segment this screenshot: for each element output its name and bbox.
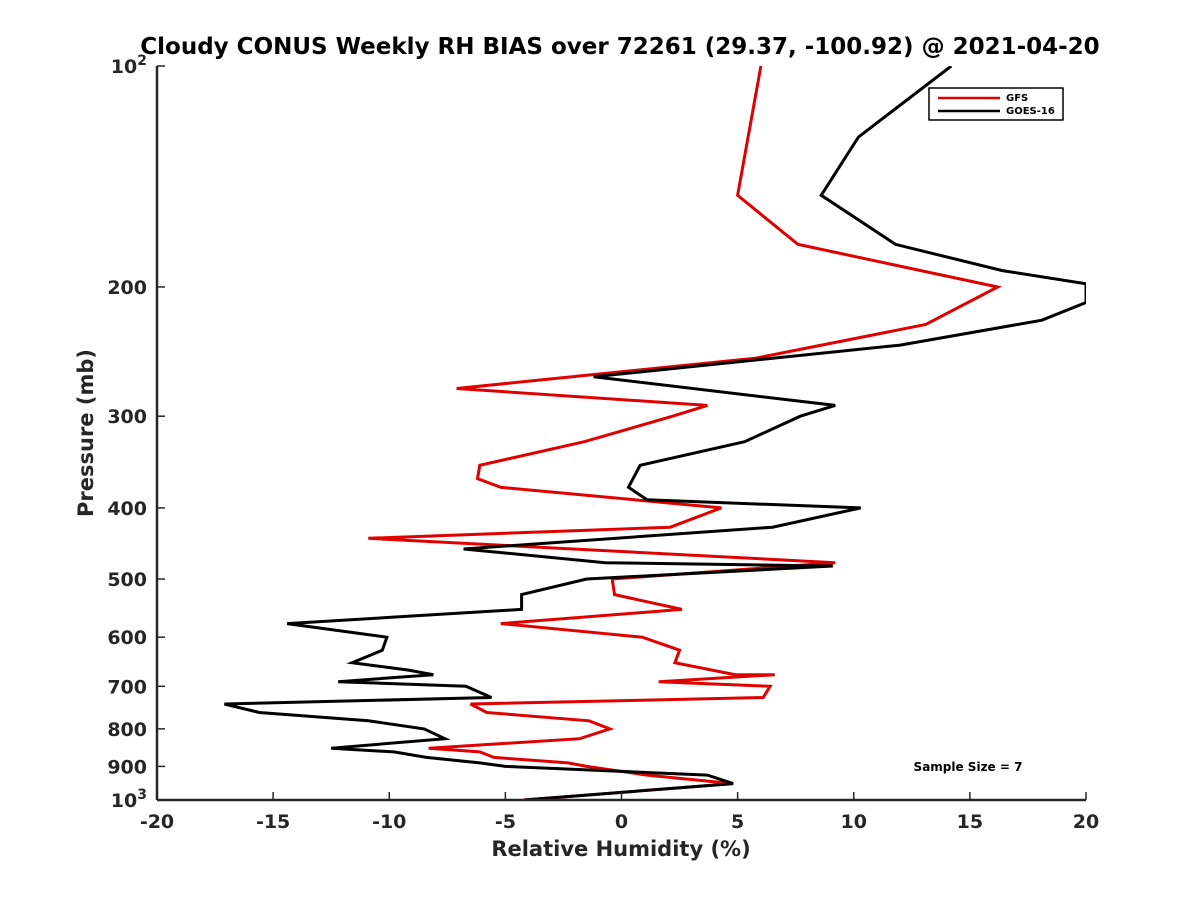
y-tick-label: 102 (111, 53, 147, 78)
y-tick-label: 300 (107, 406, 147, 428)
legend-label-goes16: GOES-16 (1006, 106, 1055, 117)
y-axis-label: Pressure (mb) (74, 349, 98, 517)
x-tick-label: 5 (731, 811, 744, 833)
y-tick-label: 200 (107, 277, 147, 299)
x-tick-label: 15 (957, 811, 983, 833)
chart-title: Cloudy CONUS Weekly RH BIAS over 72261 (… (140, 34, 1099, 60)
legend-box (928, 87, 1064, 121)
x-tick-label: -5 (495, 811, 516, 833)
y-tick-label: 500 (107, 569, 147, 591)
x-axis-label: Relative Humidity (%) (491, 837, 750, 861)
x-tick-label: -10 (372, 811, 406, 833)
legend-label-gfs: GFS (1006, 93, 1028, 104)
x-tick-label: 20 (1073, 811, 1099, 833)
x-tick-label: 0 (615, 811, 628, 833)
y-tick-label: 400 (107, 498, 147, 520)
sample-size-annotation: Sample Size = 7 (914, 760, 1023, 774)
y-tick-label: 800 (107, 719, 147, 741)
x-ticks: -20 -15 -10 -5 0 5 10 15 20 (140, 792, 1099, 833)
x-tick-label: -15 (256, 811, 290, 833)
y-tick-label: 600 (107, 627, 147, 649)
legend: GFS GOES-16 (928, 87, 1064, 121)
y-tick-label: 103 (111, 787, 147, 812)
y-ticks: 102 200 300 400 500 600 700 800 900 103 (107, 53, 165, 812)
x-tick-label: 10 (841, 811, 867, 833)
y-tick-label: 700 (107, 676, 147, 698)
series-line-gfs (368, 66, 1003, 800)
plot-area: -20 -15 -10 -5 0 5 10 15 20 102 200 300 400 500 600 70… (107, 53, 1099, 833)
y-tick-label: 900 (107, 756, 147, 778)
series-line-goes-16 (224, 66, 1086, 800)
series-layer (224, 66, 1086, 800)
x-tick-label: -20 (140, 811, 174, 833)
